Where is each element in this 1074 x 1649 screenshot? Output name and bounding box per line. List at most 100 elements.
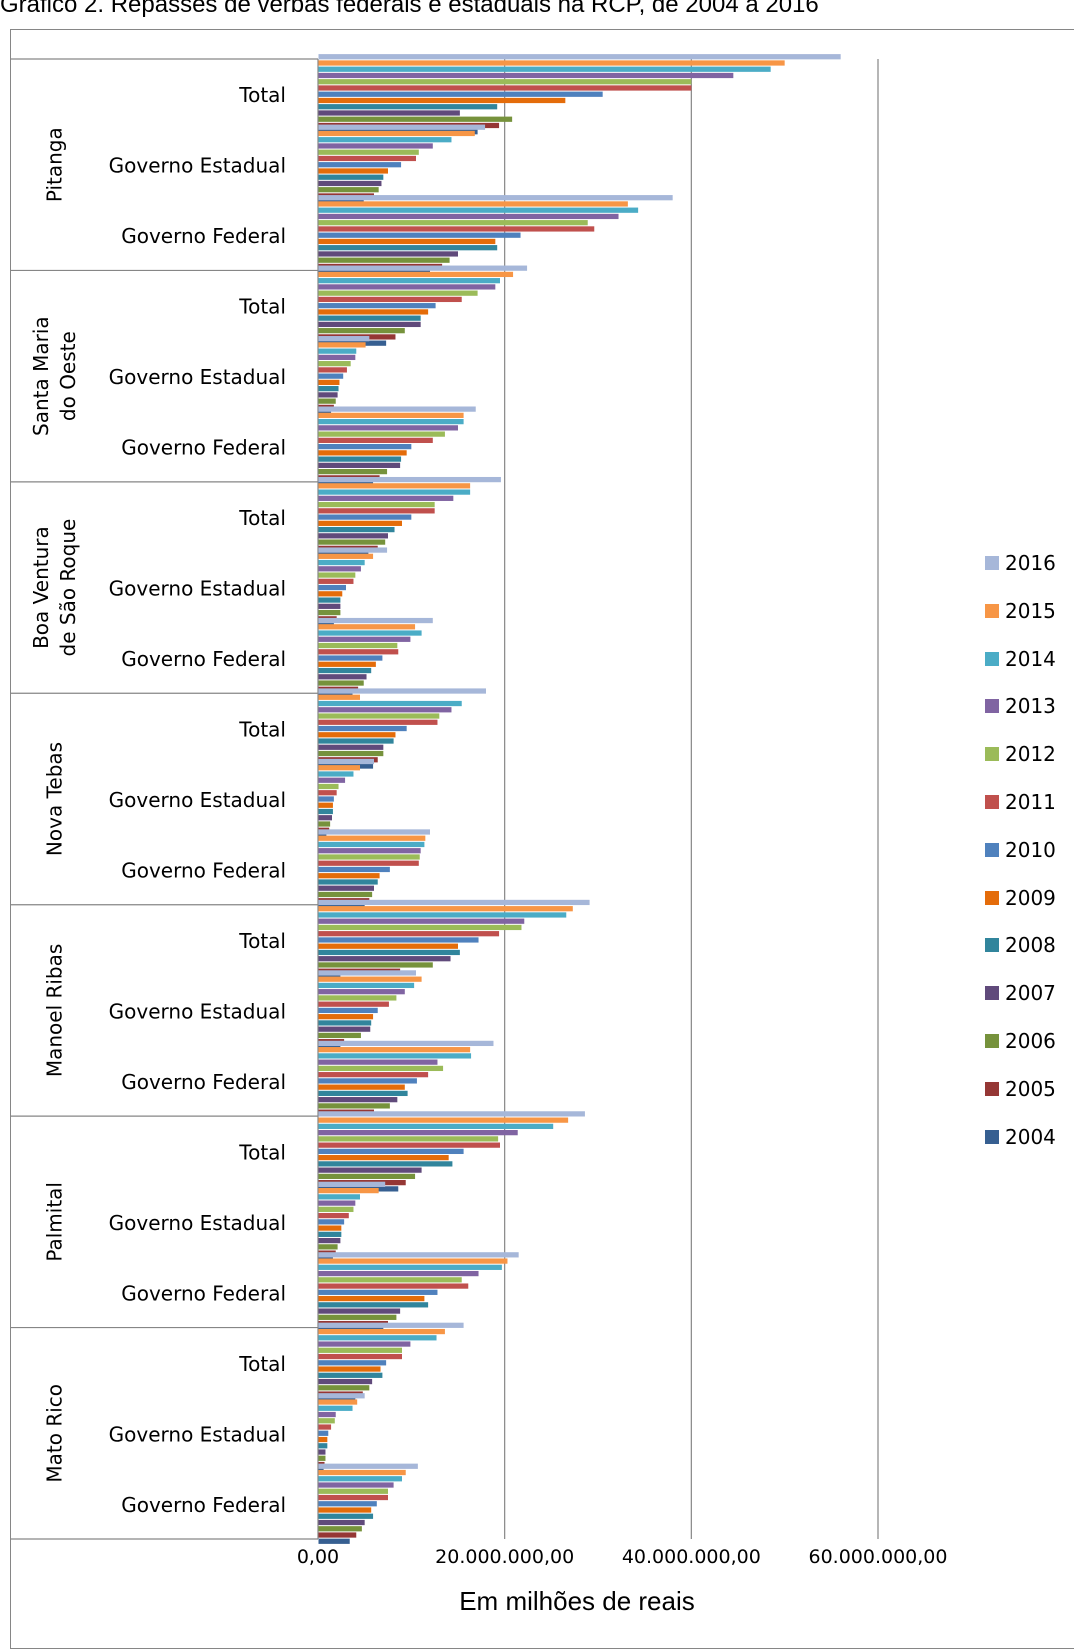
bar bbox=[318, 841, 425, 848]
bar bbox=[318, 891, 373, 898]
bar bbox=[318, 450, 407, 456]
bar bbox=[318, 777, 346, 783]
bar bbox=[318, 1142, 500, 1148]
bar bbox=[318, 912, 567, 918]
legend-swatch bbox=[985, 1034, 999, 1048]
bar bbox=[318, 483, 471, 489]
category-label: Total bbox=[238, 718, 286, 742]
x-tick-label: 60.000.000,00 bbox=[808, 1546, 947, 1568]
group-label: Boa Ventura bbox=[29, 526, 53, 649]
legend-label: 2009 bbox=[1005, 885, 1056, 910]
legend-label: 2011 bbox=[1005, 790, 1056, 814]
category-label: Governo Federal bbox=[121, 224, 286, 248]
bar bbox=[318, 418, 464, 425]
bar bbox=[318, 674, 367, 680]
bar bbox=[318, 1469, 406, 1476]
bar bbox=[318, 379, 340, 386]
bar bbox=[318, 931, 500, 937]
bar bbox=[318, 854, 420, 860]
legend-swatch bbox=[985, 842, 999, 857]
bar bbox=[318, 1378, 373, 1385]
x-tick-label: 20.000.000,00 bbox=[435, 1546, 574, 1568]
bar bbox=[318, 456, 402, 462]
x-tick-label: 0,00 bbox=[297, 1546, 339, 1568]
bar bbox=[318, 437, 433, 443]
bar bbox=[318, 924, 522, 931]
bar bbox=[318, 539, 386, 545]
bar bbox=[318, 1264, 502, 1270]
bar bbox=[318, 348, 357, 354]
bar bbox=[318, 257, 450, 263]
bar bbox=[318, 829, 430, 835]
bar bbox=[318, 1244, 338, 1250]
bar bbox=[318, 321, 421, 328]
legend-swatch bbox=[985, 747, 999, 762]
bar bbox=[318, 738, 394, 744]
bar bbox=[318, 982, 415, 989]
legend-swatch bbox=[985, 890, 999, 905]
bar bbox=[318, 137, 452, 143]
bar bbox=[318, 630, 422, 636]
bar bbox=[318, 303, 436, 309]
bar bbox=[318, 54, 841, 60]
bar bbox=[318, 1308, 401, 1314]
bar bbox=[318, 906, 573, 912]
bar bbox=[318, 750, 384, 757]
bar bbox=[318, 213, 619, 220]
legend-swatch bbox=[985, 795, 999, 809]
bar bbox=[318, 315, 421, 321]
bar bbox=[318, 667, 372, 674]
bar bbox=[318, 245, 498, 251]
legend-swatch bbox=[985, 986, 999, 1001]
category-label: Governo Estadual bbox=[109, 1211, 286, 1235]
category-label: Governo Federal bbox=[121, 436, 286, 460]
bar bbox=[318, 226, 595, 232]
bar bbox=[318, 866, 390, 873]
bar bbox=[318, 104, 498, 110]
bar bbox=[318, 1411, 336, 1418]
bar bbox=[318, 526, 395, 533]
bar bbox=[318, 1449, 326, 1455]
bar bbox=[318, 680, 364, 686]
bar bbox=[318, 1225, 342, 1231]
bar bbox=[318, 398, 336, 404]
category-label: Total bbox=[238, 295, 286, 319]
bar bbox=[318, 354, 356, 361]
bar bbox=[318, 962, 433, 968]
bar bbox=[318, 392, 338, 398]
legend-swatch bbox=[985, 699, 999, 714]
bar bbox=[318, 566, 361, 572]
bar bbox=[318, 79, 692, 85]
bar bbox=[318, 1123, 554, 1130]
bar bbox=[318, 180, 382, 187]
bar bbox=[318, 168, 388, 174]
bar bbox=[318, 636, 411, 642]
bar bbox=[318, 130, 475, 137]
bar bbox=[318, 1277, 462, 1283]
bar bbox=[318, 265, 528, 271]
category-label: Governo Estadual bbox=[109, 1422, 286, 1446]
bar bbox=[318, 765, 360, 771]
category-label: Governo Federal bbox=[121, 1070, 286, 1094]
bar bbox=[318, 700, 462, 707]
category-label: Total bbox=[238, 83, 286, 107]
bar bbox=[318, 578, 354, 584]
bar bbox=[318, 661, 376, 667]
legend-label: 2014 bbox=[1005, 646, 1056, 671]
bar bbox=[318, 412, 464, 418]
bar bbox=[318, 713, 440, 719]
bar bbox=[318, 116, 513, 122]
bar bbox=[318, 597, 341, 603]
bar bbox=[318, 1161, 453, 1167]
bar bbox=[318, 290, 478, 296]
bar bbox=[318, 406, 476, 412]
bar bbox=[318, 995, 397, 1001]
bar bbox=[318, 1341, 411, 1347]
bar bbox=[318, 1032, 361, 1039]
bar bbox=[318, 584, 346, 591]
legend-label: 2004 bbox=[1005, 1124, 1056, 1149]
bar bbox=[318, 220, 588, 226]
bar bbox=[318, 373, 344, 379]
bar bbox=[318, 336, 370, 342]
bar bbox=[318, 1155, 449, 1161]
